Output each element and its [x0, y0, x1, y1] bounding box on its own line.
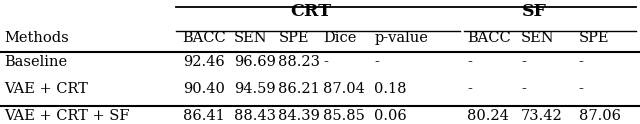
Text: -: - — [579, 82, 584, 96]
Text: -: - — [323, 55, 328, 69]
Text: 84.39: 84.39 — [278, 109, 321, 123]
Text: 73.42: 73.42 — [521, 109, 563, 123]
Text: BACC: BACC — [467, 31, 511, 45]
Text: Methods: Methods — [4, 31, 68, 45]
Text: VAE + CRT: VAE + CRT — [4, 82, 88, 96]
Text: CRT: CRT — [290, 3, 331, 20]
Text: -: - — [467, 55, 472, 69]
Text: 88.43: 88.43 — [234, 109, 276, 123]
Text: SEN: SEN — [521, 31, 555, 45]
Text: -: - — [521, 55, 526, 69]
Text: 85.85: 85.85 — [323, 109, 365, 123]
Text: BACC: BACC — [182, 31, 227, 45]
Text: Dice: Dice — [323, 31, 356, 45]
Text: 92.46: 92.46 — [182, 55, 225, 69]
Text: SPE: SPE — [579, 31, 609, 45]
Text: 87.06: 87.06 — [579, 109, 621, 123]
Text: 80.24: 80.24 — [467, 109, 509, 123]
Text: 96.69: 96.69 — [234, 55, 276, 69]
Text: 88.23: 88.23 — [278, 55, 321, 69]
Text: 87.04: 87.04 — [323, 82, 365, 96]
Text: SF: SF — [522, 3, 547, 20]
Text: 86.41: 86.41 — [182, 109, 225, 123]
Text: SPE: SPE — [278, 31, 309, 45]
Text: 86.21: 86.21 — [278, 82, 320, 96]
Text: -: - — [467, 82, 472, 96]
Text: -: - — [579, 55, 584, 69]
Text: Baseline: Baseline — [4, 55, 67, 69]
Text: p-value: p-value — [374, 31, 428, 45]
Text: SEN: SEN — [234, 31, 268, 45]
Text: 0.06: 0.06 — [374, 109, 407, 123]
Text: 94.59: 94.59 — [234, 82, 275, 96]
Text: 0.18: 0.18 — [374, 82, 407, 96]
Text: VAE + CRT + SF: VAE + CRT + SF — [4, 109, 129, 123]
Text: -: - — [374, 55, 379, 69]
Text: 90.40: 90.40 — [182, 82, 225, 96]
Text: -: - — [521, 82, 526, 96]
